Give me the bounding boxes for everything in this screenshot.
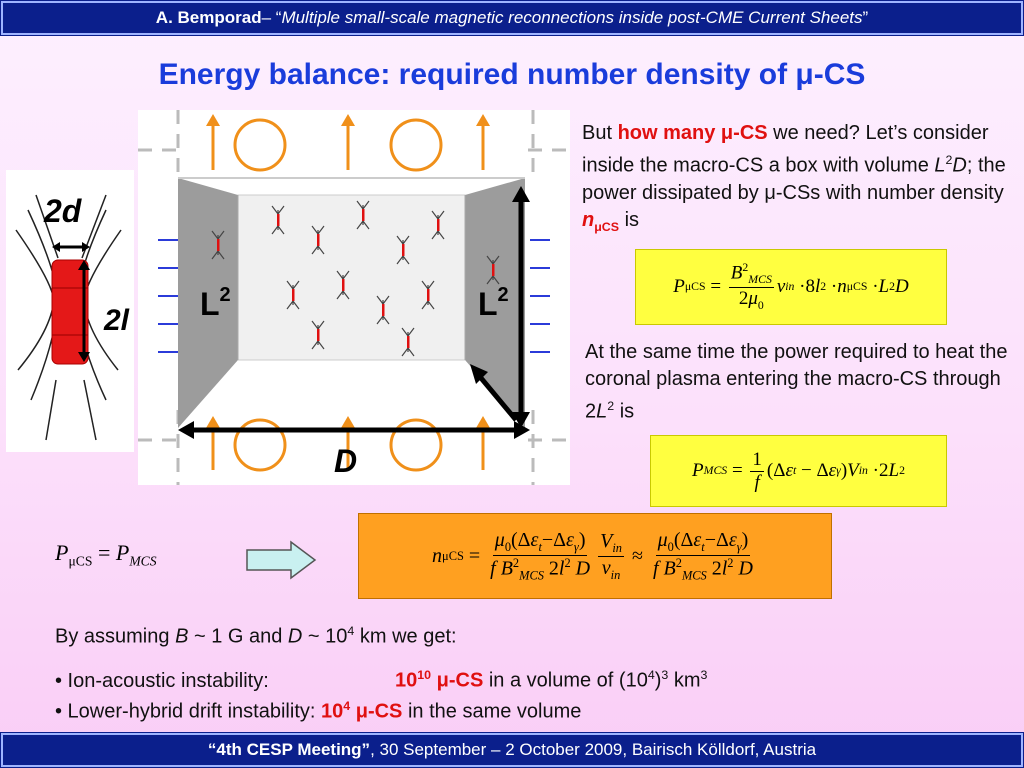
equation-balance: PμCS = PMCS xyxy=(55,540,157,569)
author: A. Bemporad xyxy=(155,8,262,27)
footer-bar: “4th CESP Meeting” , 30 September – 2 Oc… xyxy=(0,732,1024,768)
meeting-details: , 30 September – 2 October 2009, Bairisc… xyxy=(370,740,817,759)
label-l2-right: L2 xyxy=(478,284,509,322)
slide-title: Energy balance: required number density … xyxy=(158,58,866,91)
current-sheet-figure: 2d 2l xyxy=(6,170,134,452)
macro-cs-box-figure: L2 L2 D xyxy=(138,110,570,485)
equation-n-mucs: n μCS = μ0(Δεt−Δεγ) f B2MCS 2l2 D Vin vin ≈… xyxy=(358,513,832,599)
paragraph-power-dissipated: But how many μ-CS we need? Let’s conside… xyxy=(582,122,1006,234)
header-sep: – “ xyxy=(261,8,282,27)
paragraph-power-required: At the same time the power required to h… xyxy=(585,341,1008,423)
label-d: D xyxy=(334,443,357,479)
right-arrow-icon xyxy=(246,540,317,580)
meeting-name: “4th CESP Meeting” xyxy=(207,740,371,759)
highlight-how-many: how many μ-CS xyxy=(617,122,768,144)
header-close: ” xyxy=(862,8,869,27)
talk-subtitle: Multiple small-scale magnetic reconnecti… xyxy=(281,8,863,27)
bullet-ion-acoustic: • Ion-acoustic instability: 1010 μ-CS in … xyxy=(55,668,708,692)
bullet-lower-hybrid: • Lower-hybrid drift instability: 104 μ-… xyxy=(55,699,582,723)
label-l2-left: L2 xyxy=(200,284,231,322)
label-2d: 2d xyxy=(43,193,83,229)
label-2l: 2l xyxy=(103,304,130,337)
assumption-line: By assuming B ~ 1 G and D ~ 104 km we ge… xyxy=(55,624,457,648)
header-bar: A. Bemporad – “ Multiple small-scale mag… xyxy=(0,0,1024,36)
